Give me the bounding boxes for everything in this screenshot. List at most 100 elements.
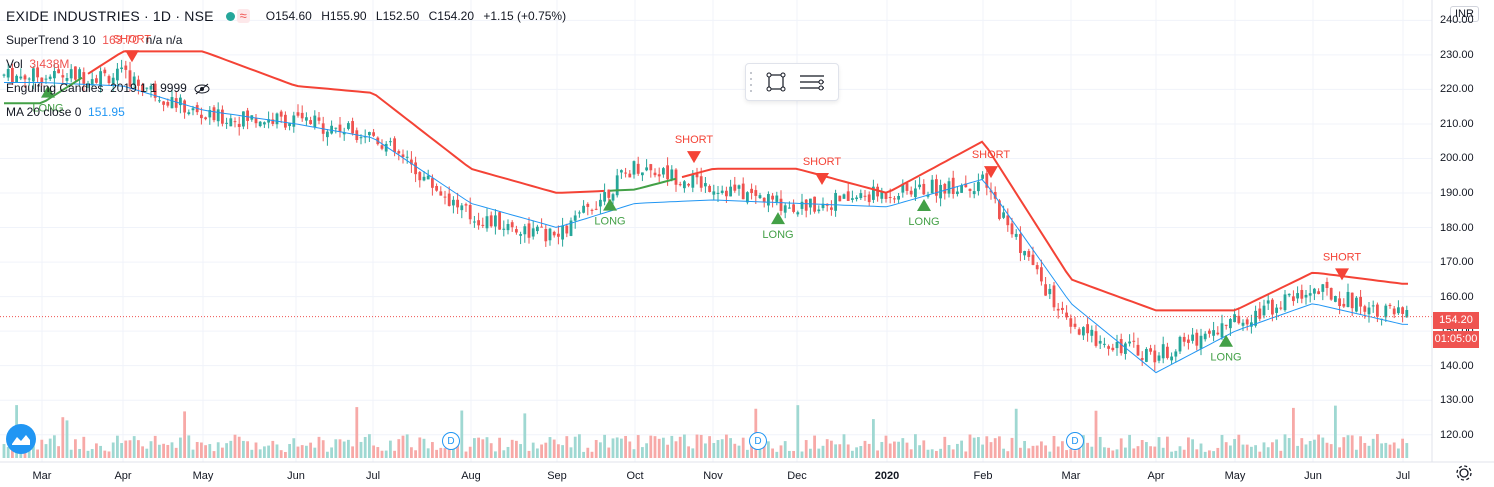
candle-body — [351, 121, 354, 134]
volume-bar — [1031, 445, 1035, 458]
volume-bar — [145, 448, 149, 458]
candle-body — [452, 199, 455, 206]
candle-body — [1208, 330, 1211, 334]
candle-body — [842, 194, 846, 199]
rectangle-tool-button[interactable] — [758, 67, 794, 97]
volume-bar — [1208, 450, 1211, 458]
candle-body — [489, 215, 493, 227]
volume-bar — [611, 438, 615, 458]
symbol-header: EXIDE INDUSTRIES · 1D · NSE ≈ O154.60 H1… — [6, 8, 572, 24]
signal-label: SHORT — [113, 33, 152, 45]
volume-bar — [95, 443, 98, 458]
drag-handle[interactable] — [750, 72, 758, 92]
volume-bar — [338, 439, 342, 458]
volume-bar — [1384, 442, 1388, 458]
volume-bar — [783, 441, 787, 458]
volume-bar — [447, 444, 451, 458]
volume-bar — [48, 438, 52, 458]
candle-body — [326, 131, 329, 138]
candle-body — [972, 191, 976, 195]
ma-line — [4, 82, 1409, 374]
volume-bar — [1367, 445, 1371, 458]
volume-bar — [594, 439, 598, 458]
candle-body — [506, 224, 510, 231]
candle-body — [1245, 319, 1249, 325]
candle-body — [792, 204, 795, 212]
volume-bar — [384, 450, 388, 458]
candle-body — [288, 123, 291, 127]
volume-bar — [1388, 444, 1392, 458]
volume-bar — [1283, 434, 1287, 458]
time-tick-label: Oct — [626, 470, 644, 482]
currency-label[interactable]: INR — [1450, 6, 1479, 22]
candle-body — [1229, 319, 1232, 329]
volume-bar — [1229, 445, 1232, 458]
volume-bar — [317, 436, 321, 458]
volume-bar — [1224, 442, 1228, 458]
candle-body — [1145, 348, 1148, 362]
volume-bar — [1258, 451, 1262, 458]
volume-bar — [1065, 450, 1068, 458]
volume-bar — [481, 439, 485, 458]
volume-bar — [1140, 440, 1144, 458]
volume-bar — [674, 441, 678, 458]
time-tick-label: Apr — [1147, 470, 1165, 482]
volume-bar — [796, 405, 800, 458]
volume-bar — [510, 439, 514, 458]
volume-bar — [1241, 444, 1245, 458]
high-value: H155.90 — [321, 9, 367, 23]
volume-bar — [573, 436, 577, 458]
candle-body — [254, 118, 258, 124]
volume-bar — [1355, 449, 1358, 458]
candle-body — [1014, 233, 1018, 237]
volume-bar — [775, 451, 779, 458]
candle-body — [258, 121, 262, 127]
lines-menu-button[interactable] — [794, 67, 830, 97]
volume-bar — [725, 434, 728, 458]
change-value: +1.15 (+0.75%) — [483, 9, 567, 23]
price-tick-label: 190.00 — [1440, 187, 1474, 200]
candle-body — [1061, 307, 1064, 311]
engulfing-name: Engulfing Candles — [6, 81, 104, 95]
price-tick-label: 170.00 — [1440, 256, 1474, 269]
dividend-marker[interactable]: D — [1066, 432, 1084, 450]
volume-bar — [342, 441, 346, 458]
supertrend-legend[interactable]: SuperTrend 3 10 163.70 n/a n/a — [6, 33, 182, 47]
gear-icon[interactable] — [1454, 463, 1474, 483]
candle-body — [1300, 289, 1304, 299]
market-status-badge[interactable]: ≈ — [225, 9, 250, 23]
candle-body — [788, 207, 791, 209]
candle-body — [502, 228, 506, 230]
candle-body — [53, 71, 56, 79]
candle-body — [1283, 294, 1287, 311]
volume-bar — [657, 438, 661, 458]
candle-body — [1271, 299, 1274, 315]
candle-body — [61, 75, 65, 78]
hidden-eye-icon[interactable] — [194, 83, 210, 95]
candle-body — [1359, 296, 1362, 307]
volume-bar — [569, 447, 573, 458]
symbol-title[interactable]: EXIDE INDUSTRIES · 1D · NSE — [6, 8, 214, 24]
time-tick-label: Mar — [32, 470, 52, 482]
volume-bar — [431, 442, 434, 458]
volume-bar — [1170, 451, 1173, 458]
volume-bar — [1073, 450, 1077, 458]
candle-body — [1262, 305, 1266, 316]
ma-legend[interactable]: MA 20 close 0 151.95 — [6, 105, 125, 119]
volume-bar — [989, 442, 993, 458]
engulfing-legend[interactable]: Engulfing Candles 2019 1 1 9999 — [6, 81, 210, 95]
candle-body — [1216, 332, 1220, 335]
volume-bar — [309, 442, 312, 458]
volume-bar — [296, 446, 300, 458]
volume-legend[interactable]: Vol 3.438M — [6, 57, 69, 71]
candle-body — [1157, 355, 1161, 361]
dividend-marker[interactable]: D — [749, 432, 767, 450]
volume-bar — [918, 445, 921, 458]
long-arrow-up — [1219, 334, 1233, 347]
dividend-marker[interactable]: D — [442, 432, 460, 450]
volume-bar — [708, 436, 711, 458]
volume-bar — [263, 446, 266, 458]
candle-body — [468, 204, 472, 220]
tradingview-logo-icon[interactable] — [6, 424, 36, 454]
